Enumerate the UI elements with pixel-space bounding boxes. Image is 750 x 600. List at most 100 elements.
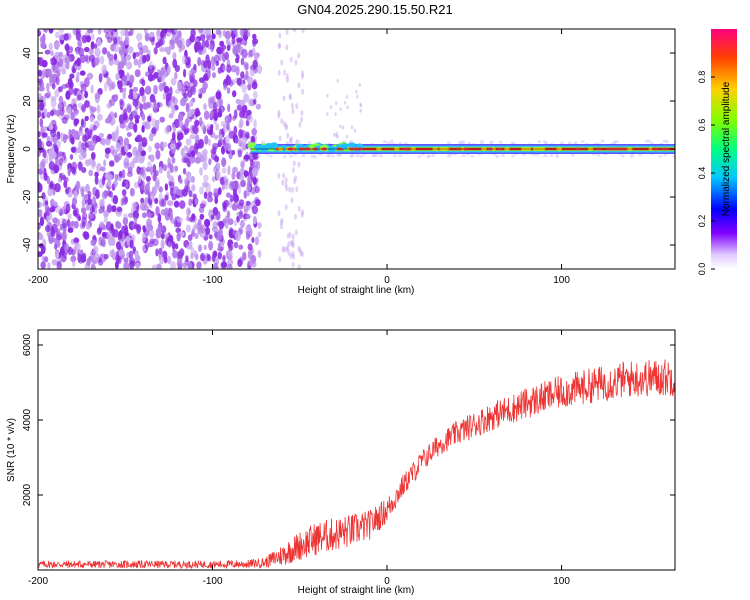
noise-blob <box>185 138 192 146</box>
noise-blob <box>101 175 106 186</box>
noise-blob <box>188 190 193 198</box>
noise-blob <box>118 49 124 56</box>
noise-blob <box>280 118 284 124</box>
noise-blob <box>231 37 236 45</box>
noise-blob <box>245 214 251 220</box>
noise-blob <box>76 57 81 67</box>
noise-blob <box>195 111 199 118</box>
noise-blob <box>118 170 123 178</box>
noise-blob <box>133 58 139 66</box>
spectrogram-y-tick-label: 20 <box>22 95 33 107</box>
noise-blob <box>288 186 292 193</box>
noise-blob <box>182 168 187 175</box>
signal-halo <box>386 141 391 145</box>
noise-blob <box>138 143 143 153</box>
noise-blob <box>106 203 113 214</box>
noise-blob <box>172 124 176 134</box>
noise-blob <box>234 231 241 242</box>
noise-blob <box>40 41 47 49</box>
signal-halo <box>672 155 675 159</box>
noise-blob <box>113 180 118 188</box>
noise-blob <box>118 249 125 256</box>
noise-blob <box>144 85 152 95</box>
noise-blob <box>228 180 235 191</box>
noise-blob <box>89 115 95 123</box>
noise-blob <box>191 150 196 158</box>
noise-blob <box>344 100 347 105</box>
noise-blob <box>233 200 239 211</box>
noise-blob <box>201 150 205 157</box>
noise-blob <box>288 232 292 238</box>
noise-blob <box>81 34 88 44</box>
noise-blob <box>134 250 139 259</box>
noise-blob <box>300 110 304 117</box>
noise-blob <box>159 256 165 265</box>
noise-blob <box>51 57 56 63</box>
noise-blob <box>194 197 199 206</box>
noise-blob <box>207 191 213 198</box>
signal-halo <box>349 154 354 158</box>
noise-blob <box>227 103 231 113</box>
noise-blob <box>181 188 188 197</box>
noise-blob <box>87 140 93 146</box>
noise-blob <box>80 149 86 157</box>
signal-halo <box>289 154 294 158</box>
noise-blob <box>80 253 87 263</box>
noise-blob <box>63 180 68 188</box>
noise-blob <box>203 244 207 251</box>
noise-blob <box>215 60 220 66</box>
signal-halo <box>500 154 505 157</box>
noise-blob <box>111 250 116 257</box>
noise-blob <box>222 255 226 264</box>
noise-blob <box>243 204 249 213</box>
noise-blob <box>167 241 172 248</box>
noise-blob <box>133 217 138 223</box>
noise-blob <box>92 245 99 254</box>
signal-halo <box>447 141 451 145</box>
noise-blob <box>108 190 113 198</box>
noise-blob <box>113 112 118 119</box>
noise-blob <box>127 46 134 54</box>
noise-blob <box>90 239 97 247</box>
colorbar-tick-label: 0.6 <box>697 119 707 132</box>
noise-blob <box>100 166 106 172</box>
noise-blob <box>39 36 45 43</box>
noise-blob <box>300 116 304 123</box>
noise-blob <box>49 110 55 117</box>
noise-blob <box>44 49 51 55</box>
noise-blob <box>189 99 194 107</box>
noise-blob <box>221 146 225 154</box>
noise-blob <box>88 48 94 55</box>
noise-blob <box>101 231 107 238</box>
noise-blob <box>226 87 231 94</box>
signal-halo <box>470 154 475 158</box>
noise-blob <box>202 161 208 171</box>
noise-blob <box>48 123 54 131</box>
noise-blob <box>161 29 167 37</box>
noise-blob <box>148 198 153 205</box>
noise-blob <box>345 95 349 99</box>
noise-blob <box>39 118 44 128</box>
noise-blob <box>334 112 337 117</box>
noise-blob <box>122 90 126 100</box>
noise-blob <box>251 205 258 215</box>
noise-blob <box>155 248 159 257</box>
noise-blob <box>284 204 288 211</box>
noise-blob <box>164 207 169 217</box>
noise-blob <box>292 160 296 167</box>
noise-blob <box>81 198 86 209</box>
noise-blob <box>142 54 147 64</box>
noise-blob <box>291 108 295 115</box>
noise-blob <box>238 129 244 139</box>
noise-blob <box>185 255 189 263</box>
noise-blob <box>222 44 227 51</box>
snr-x-label: Height of straight line (km) <box>298 585 415 596</box>
noise-blob <box>252 98 257 105</box>
noise-blob <box>81 221 86 228</box>
noise-blob <box>149 154 155 163</box>
noise-blob <box>73 190 78 199</box>
noise-blob <box>141 137 148 147</box>
noise-blob <box>217 187 222 196</box>
noise-blob <box>110 82 115 90</box>
noise-blob <box>185 61 191 69</box>
